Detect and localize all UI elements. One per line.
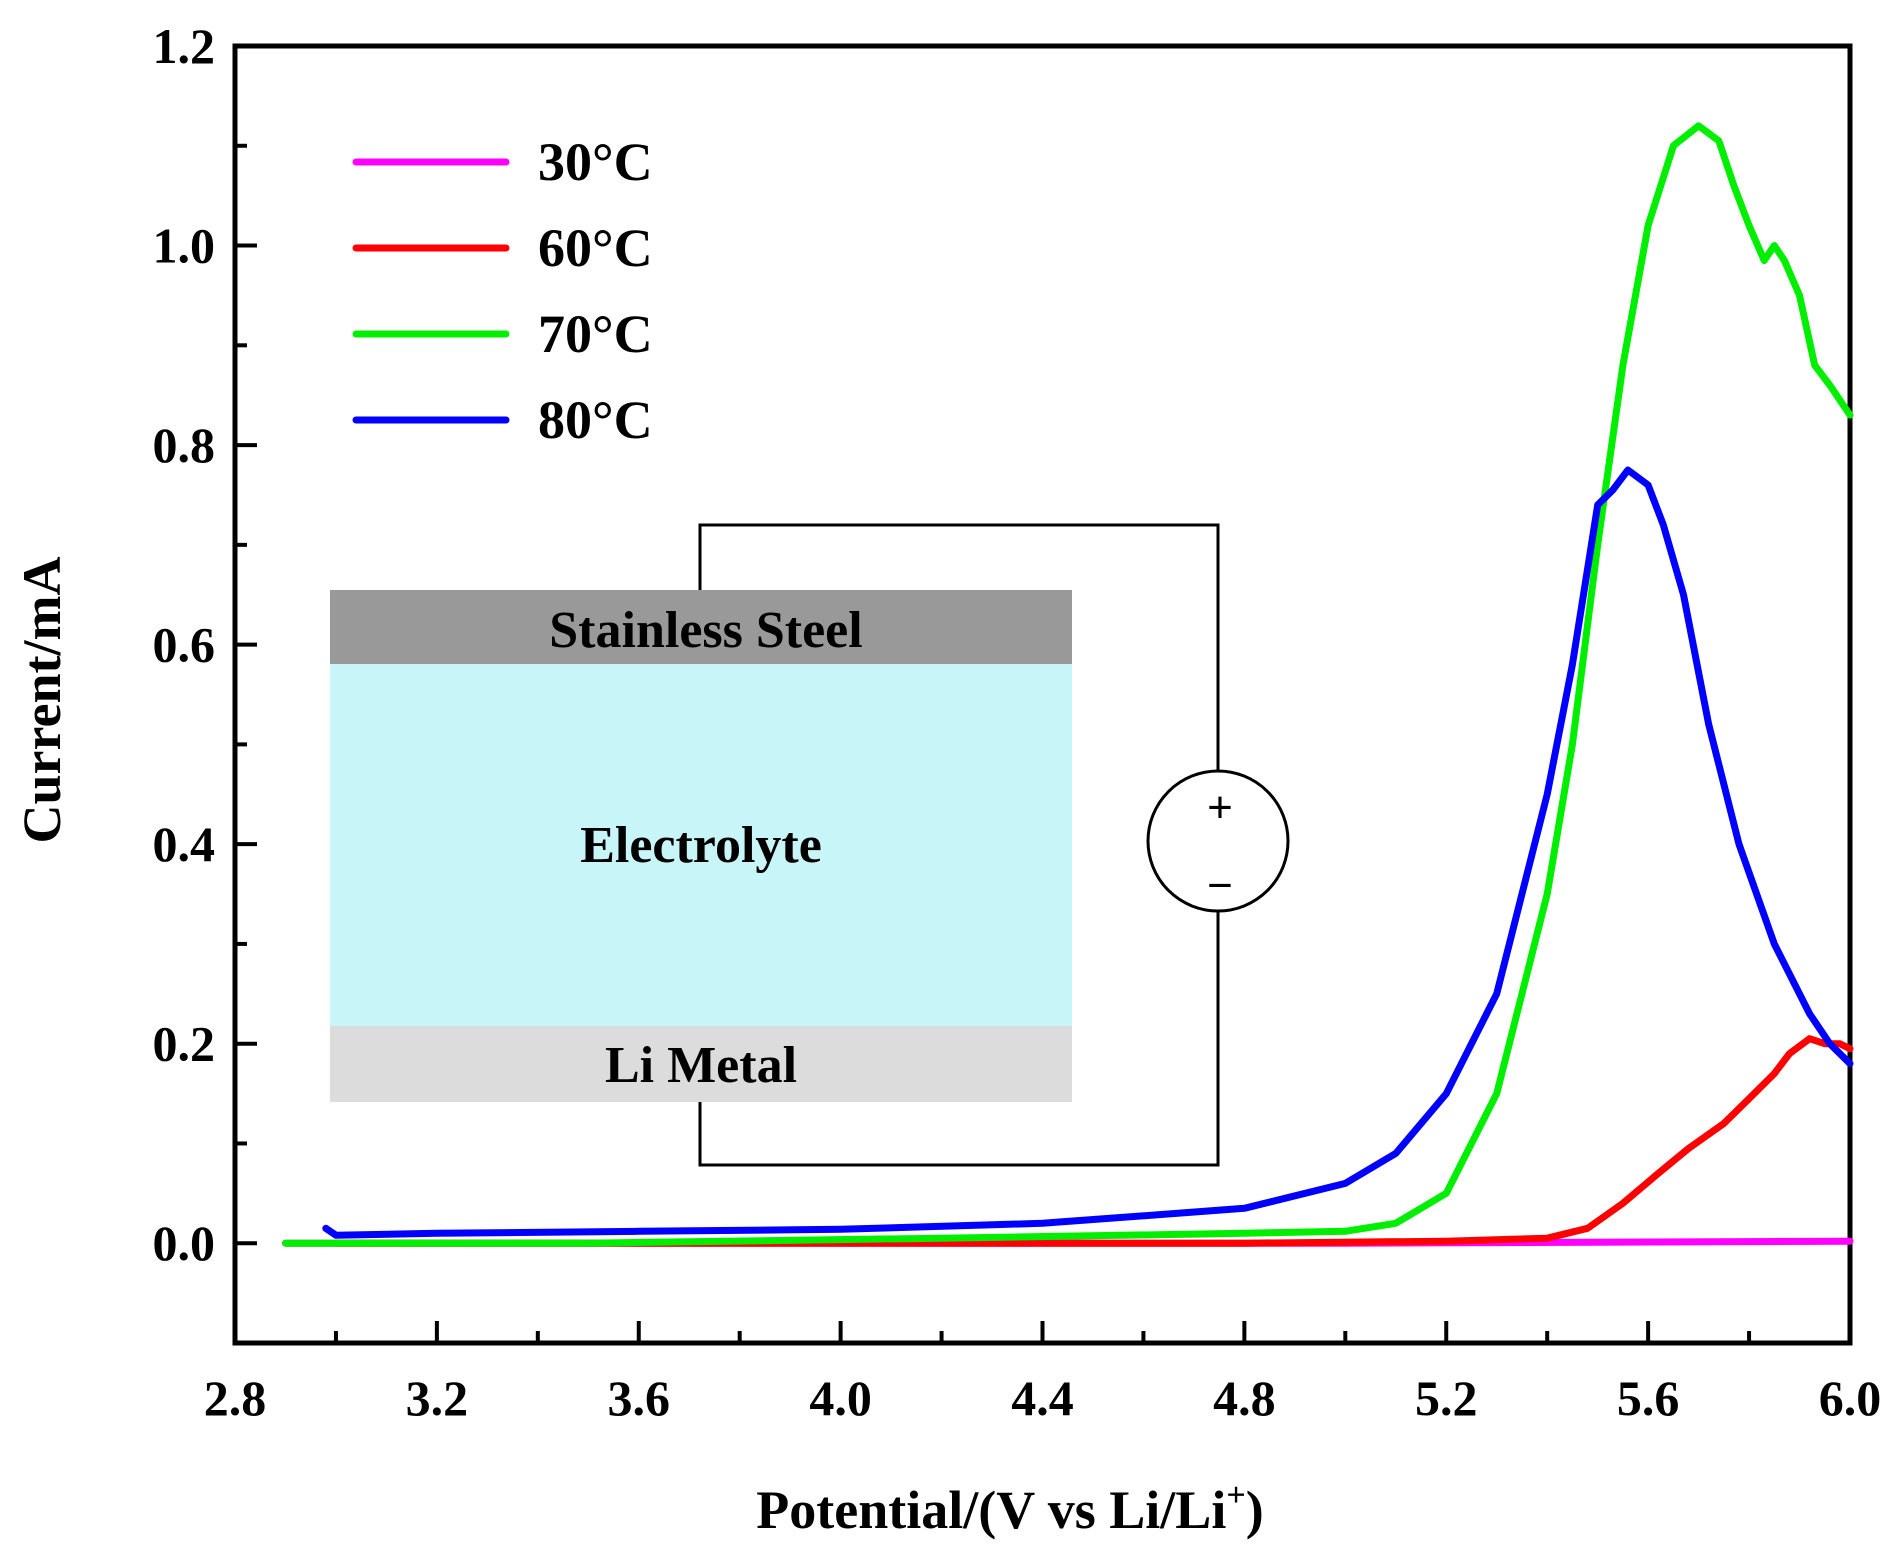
series-line-70Cc <box>282 122 1854 1247</box>
stainless-steel-label: Stainless Steel <box>549 602 862 659</box>
li-metal-layer <box>330 1026 1072 1102</box>
electrolyte-label: Electrolyte <box>580 817 822 874</box>
legend-label: 30°C <box>538 132 653 192</box>
electrolyte-layer <box>330 664 1072 1026</box>
legend-label: 80°C <box>538 390 653 450</box>
stainless-steel-layer <box>330 590 1072 664</box>
x-axis: 2.8 3.2 3.6 4.0 4.4 4.8 5.2 5.6 6.0 <box>204 1321 1882 1426</box>
x-tick-label: 3.6 <box>608 1370 671 1426</box>
x-tick-label: 5.2 <box>1415 1370 1478 1426</box>
legend-label: 70°C <box>538 304 653 364</box>
li-metal-label: Li Metal <box>605 1037 797 1094</box>
y-tick-label: 0.6 <box>153 617 216 673</box>
y-tick-label: 0.2 <box>153 1016 216 1072</box>
series-line-60Cc <box>332 1035 1854 1247</box>
x-tick-label: 4.4 <box>1011 1370 1074 1426</box>
x-tick-label: 3.2 <box>406 1370 469 1426</box>
x-tick-label: 4.8 <box>1213 1370 1276 1426</box>
x-tick-label: 6.0 <box>1819 1370 1882 1426</box>
voltage-source-icon <box>1146 769 1290 913</box>
y-tick-label: 1.0 <box>153 218 216 274</box>
y-tick-label: 0.0 <box>153 1215 216 1271</box>
y-axis: 0.0 0.2 0.4 0.6 0.8 1.0 1.2 <box>153 18 257 1345</box>
legend-label: 60°C <box>538 218 653 278</box>
legend: 30°C 60°C 70°C 80°C <box>352 132 653 450</box>
x-tick-label: 5.6 <box>1617 1370 1680 1426</box>
series-layer <box>282 122 1854 1247</box>
series-line-80Cc <box>322 466 1854 1239</box>
y-axis-title: Current/mA <box>12 557 72 844</box>
x-axis-title: Potential/(V vs Li/Li+) <box>756 1477 1263 1540</box>
x-tick-label: 4.0 <box>809 1370 872 1426</box>
y-tick-label: 0.4 <box>153 816 216 872</box>
y-tick-label: 0.8 <box>153 417 216 473</box>
x-tick-label: 2.8 <box>204 1370 267 1426</box>
cell-schematic: Stainless Steel Electrolyte Li Metal + − <box>330 523 1290 1167</box>
minus-sign: − <box>1207 861 1233 910</box>
plus-sign: + <box>1207 783 1233 832</box>
y-tick-label: 1.2 <box>153 18 216 74</box>
